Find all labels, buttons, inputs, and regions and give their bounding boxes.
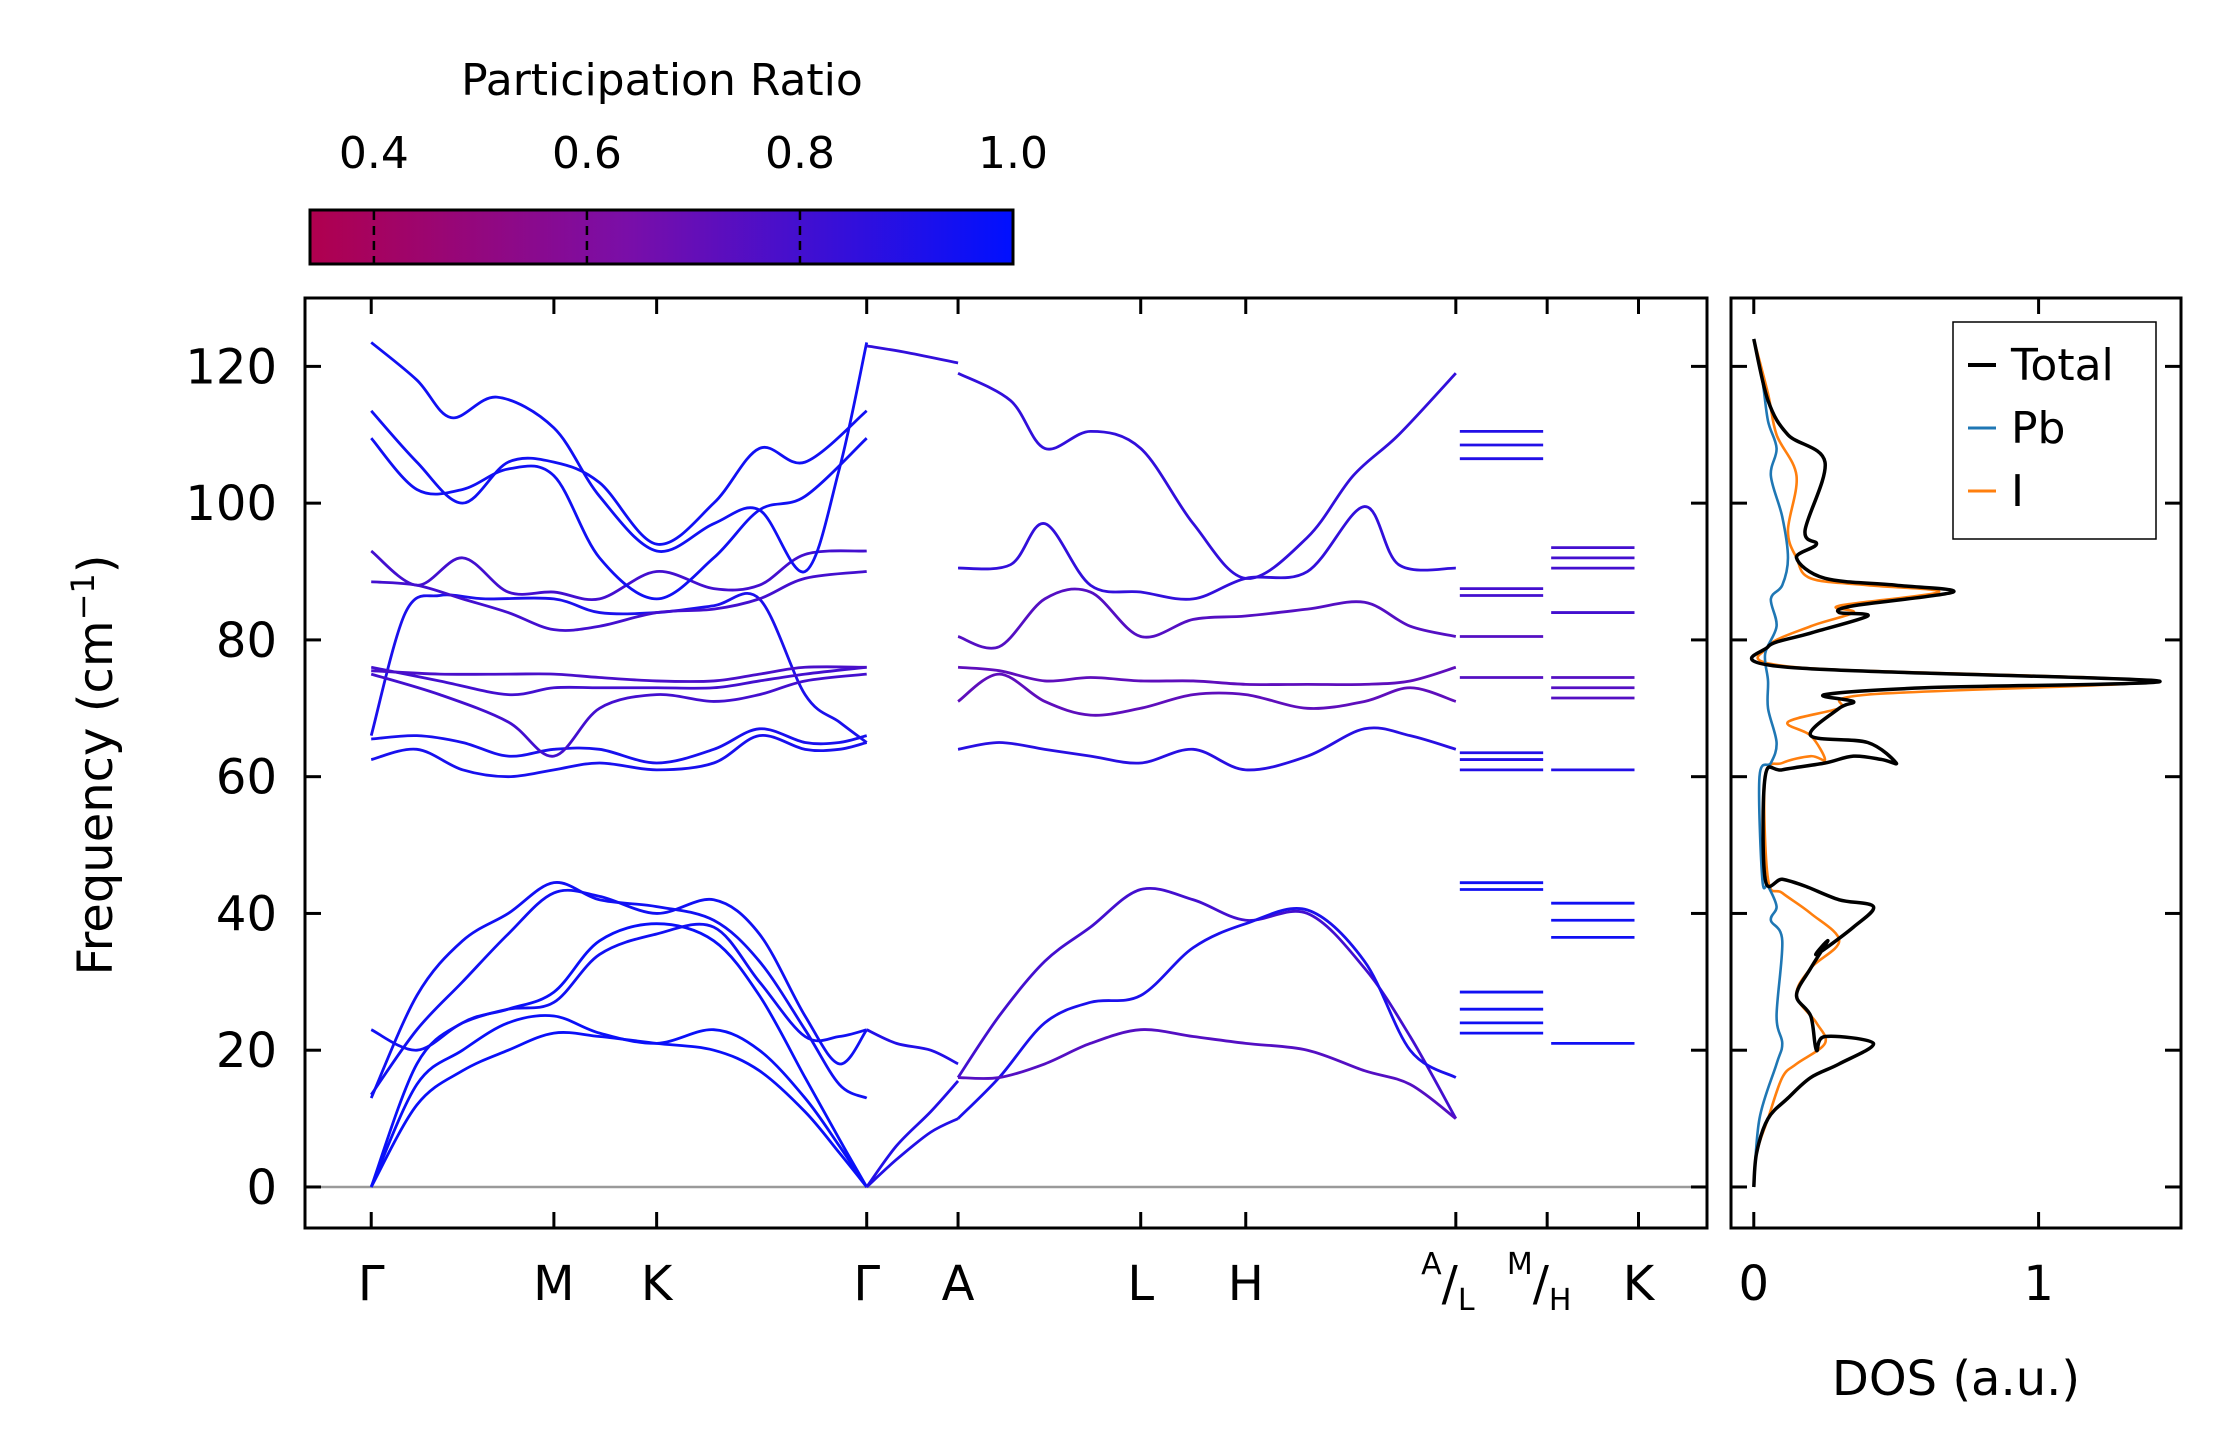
- colorbar-ticks: 0.4 0.6 0.8 1.0: [339, 128, 1048, 263]
- branch-a-l-high-2: [957, 505, 1456, 601]
- y-axis-ticks: 0 20 40 60 80 100 120: [185, 339, 1707, 1216]
- colorbar-tick-label: 0.6: [552, 128, 622, 179]
- dos-x-tick-label: 0: [1739, 1256, 1770, 1312]
- k-point-ticks: Γ M K Γ A L H A/LM/H K: [358, 298, 1656, 1318]
- branch-acoustic-2: [369, 1014, 868, 1188]
- colorbar-tick-label: 0.8: [765, 128, 835, 179]
- branch-optical-low-3: [370, 922, 868, 1052]
- branch-ga-low-3: [866, 1028, 959, 1066]
- branch-a-l-mid-4: [957, 726, 1457, 772]
- legend-items: Total Pb I: [1968, 340, 2114, 517]
- y-axis-label-exponent: −1: [64, 573, 102, 620]
- colorbar-title: Participation Ratio: [461, 55, 863, 106]
- k-point-label: A/L: [1421, 1247, 1475, 1318]
- colorbar-gradient: [308, 208, 1015, 266]
- branch-ga-low-2: [865, 1117, 959, 1188]
- y-tick-label: 20: [216, 1023, 277, 1079]
- phonon-branches: [369, 341, 1458, 1188]
- colorbar: Participation Ratio 0.4 0.6 0.8 1.0: [308, 55, 1048, 266]
- k-point-label: H: [1228, 1256, 1264, 1312]
- k-point-label: L: [1127, 1256, 1154, 1312]
- k-point-label: A: [942, 1256, 975, 1312]
- k-point-label-bottom: H: [1549, 1283, 1572, 1318]
- branch-optical-high-4: [370, 409, 868, 546]
- branch-optical-high-1: [371, 570, 867, 632]
- k-point-label-top: A: [1421, 1247, 1442, 1282]
- legend-frame: [1952, 321, 2157, 540]
- dos-line-total: [1749, 338, 2162, 1188]
- colorbar-tick-label: 0.4: [339, 128, 409, 179]
- branch-a-l-mid-2: [957, 665, 1457, 687]
- branch-ga-low-1: [865, 1080, 960, 1188]
- dos-x-axis-label: DOS (a.u.): [1832, 1351, 2080, 1407]
- branch-optical-mid-2: [371, 727, 868, 765]
- k-point-label-slash: /: [1533, 1256, 1550, 1312]
- branch-a-l-top: [957, 371, 1457, 580]
- dos-lines: [1749, 338, 2162, 1188]
- branch-optical-high-2: [370, 549, 867, 602]
- branch-optical-mid-1: [370, 734, 868, 779]
- branch-optical-high-3: [370, 437, 868, 601]
- k-point-label-bottom: L: [1458, 1283, 1475, 1318]
- y-tick-label: 80: [216, 613, 277, 669]
- dispersion-frame: [303, 296, 1709, 1230]
- legend-label-i: I: [2011, 466, 2024, 517]
- k-point-label: Γ: [853, 1256, 880, 1312]
- dos-x-tick-label: 1: [2023, 1256, 2054, 1312]
- dos-legend: Total Pb I: [1952, 321, 2157, 540]
- y-axis-label: Frequency (cm−1): [64, 554, 124, 975]
- y-axis-label-text: Frequency (cm: [68, 620, 124, 975]
- k-point-label: K: [641, 1256, 674, 1312]
- branch-optical-mid-4: [370, 665, 867, 697]
- y-tick-label: 60: [216, 750, 277, 806]
- branch-optical-low-2: [370, 888, 868, 1096]
- dos-y-ticks: [1731, 364, 2181, 1189]
- k-point-label: M: [533, 1256, 574, 1312]
- branch-optical-high-5: [370, 341, 869, 574]
- branch-optical-mid-5: [371, 665, 867, 683]
- branch-a-l-low-3: [958, 1028, 1457, 1120]
- branch-a-l-mid-3: [957, 672, 1457, 717]
- k-point-label-slash: /: [1442, 1256, 1459, 1312]
- k-point-label: M/H: [1507, 1247, 1572, 1318]
- flat-branch-segments: [1459, 429, 1635, 1045]
- y-tick-label: 100: [185, 476, 277, 532]
- dos-frame: [1729, 296, 2183, 1230]
- branch-a-l-low-1: [956, 887, 1458, 1120]
- legend-label-total: Total: [2010, 340, 2114, 391]
- y-axis-label-close: ): [68, 554, 124, 573]
- k-point-label: Γ: [358, 1256, 385, 1312]
- colorbar-tick-label: 1.0: [978, 128, 1048, 179]
- k-point-label: K: [1623, 1256, 1656, 1312]
- legend-label-pb: Pb: [2011, 403, 2065, 454]
- branch-a-l-mid-1: [957, 587, 1457, 650]
- branch-a-l-low-2: [957, 907, 1457, 1120]
- y-tick-label: 40: [216, 886, 277, 942]
- branch-ga-top: [866, 344, 959, 365]
- branch-optical-mid-6: [370, 672, 867, 758]
- branch-acoustic-3: [369, 922, 868, 1188]
- y-tick-label: 0: [246, 1160, 277, 1216]
- k-point-label-top: M: [1507, 1247, 1533, 1282]
- dos-line-pb: [1752, 338, 1790, 1188]
- y-tick-label: 120: [185, 339, 277, 395]
- branch-optical-mid-3: [369, 591, 868, 744]
